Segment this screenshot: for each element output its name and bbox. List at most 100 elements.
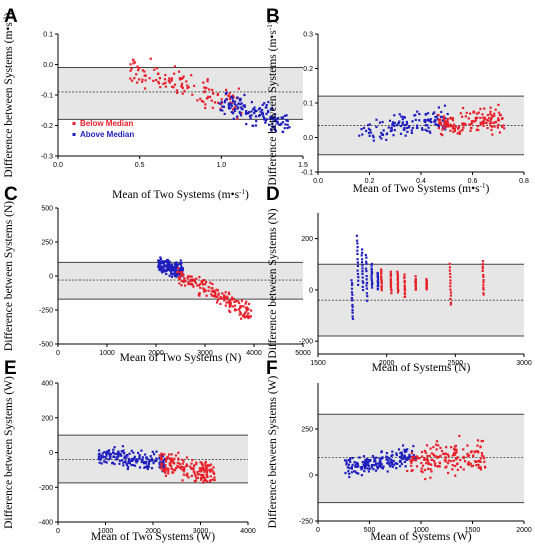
data-point [350, 283, 354, 287]
data-point [392, 134, 395, 137]
y-tick-label: 0 [49, 274, 53, 281]
data-point [113, 463, 116, 466]
data-point [219, 109, 222, 112]
y-tick-label: 500 [41, 206, 53, 213]
data-point [208, 95, 212, 99]
data-point [351, 305, 354, 309]
data-point [411, 469, 414, 472]
y-tick-label: 0 [49, 450, 53, 457]
data-point [199, 478, 203, 481]
data-point [140, 460, 143, 464]
data-point [351, 317, 355, 320]
data-point [395, 467, 398, 470]
data-point [355, 239, 359, 242]
data-point [165, 467, 168, 470]
data-point [203, 90, 206, 93]
data-point [173, 65, 177, 68]
data-point [380, 270, 383, 273]
data-point [175, 261, 178, 264]
data-point [434, 115, 437, 119]
data-point [401, 123, 404, 126]
data-point [386, 470, 389, 473]
data-point [267, 109, 270, 113]
data-point [426, 118, 429, 122]
data-point [466, 462, 469, 465]
x-tick-label: 2000 [516, 527, 532, 534]
data-point [233, 300, 236, 304]
data-point [380, 289, 383, 292]
data-point [445, 465, 448, 468]
data-point [232, 297, 236, 301]
data-point [467, 454, 471, 457]
data-point [202, 81, 205, 84]
data-point [207, 95, 210, 98]
panel-e: E 0 1000 2000 3000 4000 -400 -200 0 200 400 Mean of… [3, 358, 256, 543]
data-point [193, 472, 196, 475]
data-point [486, 113, 490, 117]
y-tick-label: 200 [301, 236, 313, 243]
data-point [190, 462, 193, 465]
y-tick-label: 0.2 [303, 66, 313, 73]
data-point [381, 456, 384, 460]
data-point [141, 80, 144, 83]
data-point [167, 472, 170, 475]
data-point [233, 304, 237, 307]
data-point [226, 296, 229, 299]
data-point [414, 286, 417, 290]
data-point [437, 127, 440, 130]
data-point [420, 127, 424, 130]
data-point [400, 454, 403, 457]
data-point [449, 294, 452, 297]
data-point [204, 283, 207, 286]
data-point [130, 463, 133, 467]
data-point [158, 463, 161, 466]
data-point [180, 272, 183, 275]
x-tick-label: 3000 [197, 350, 213, 357]
data-point [149, 455, 152, 458]
data-point [376, 276, 380, 279]
data-point [361, 258, 364, 261]
data-point [355, 234, 358, 237]
data-point [447, 455, 450, 458]
data-point [274, 118, 277, 122]
data-point [245, 123, 248, 126]
data-point [459, 112, 462, 115]
data-point [163, 453, 166, 456]
data-point [412, 458, 415, 462]
data-point [376, 278, 380, 281]
data-point [167, 79, 170, 82]
data-point [253, 106, 256, 109]
data-point [500, 117, 504, 121]
data-point [491, 125, 494, 128]
data-point [180, 284, 183, 287]
data-point [403, 273, 406, 276]
data-point [178, 466, 182, 469]
data-point [188, 275, 192, 278]
data-point [190, 474, 193, 478]
data-point [206, 78, 209, 81]
data-point [136, 65, 139, 68]
y-tick-label: 0.3 [303, 32, 313, 39]
x-tick-label: 1.0 [216, 162, 226, 169]
x-axis-label: Mean of Two Systems (W) [91, 531, 215, 543]
data-point [355, 461, 359, 464]
data-point [238, 111, 241, 114]
data-point [146, 467, 149, 471]
data-point [389, 277, 392, 280]
data-point [401, 444, 405, 447]
data-point [403, 275, 406, 278]
data-point [97, 458, 100, 461]
series-above-median [406, 434, 487, 481]
data-point [270, 129, 273, 132]
data-point [482, 275, 485, 278]
data-point [179, 267, 182, 270]
data-point [182, 473, 185, 476]
data-point [231, 305, 234, 308]
data-point [137, 68, 140, 72]
data-point [204, 468, 207, 471]
data-point [481, 122, 484, 125]
data-point [347, 470, 350, 473]
data-point [429, 476, 432, 479]
data-point [478, 459, 481, 462]
data-point [240, 112, 243, 115]
